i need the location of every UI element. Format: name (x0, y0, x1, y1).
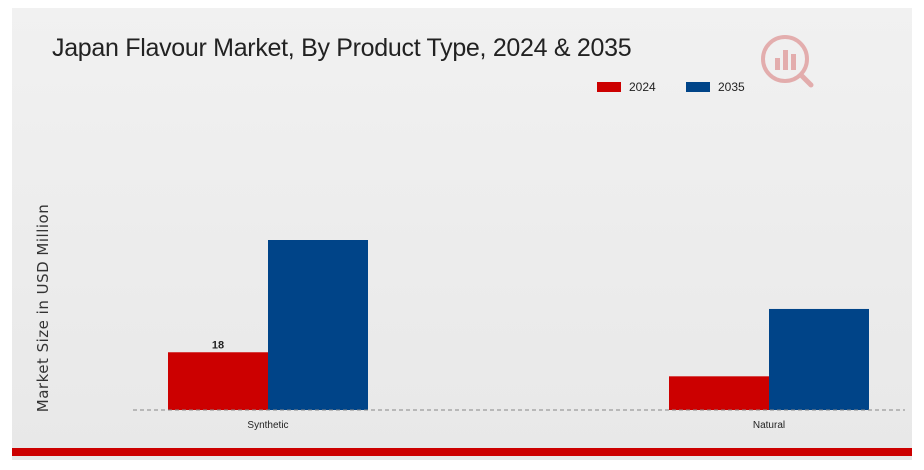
legend-swatch-2035 (686, 82, 710, 92)
data-label-2024-synthetic: 18 (212, 339, 224, 351)
chart-title: Japan Flavour Market, By Product Type, 2… (52, 34, 632, 62)
x-tick-label-natural: Natural (753, 420, 785, 431)
y-axis-label: Market Size in USD Million (34, 204, 52, 412)
bar-2024-synthetic (168, 352, 268, 410)
bar-2024-natural (669, 376, 769, 410)
bar-2035-natural (769, 308, 869, 410)
market-research-logo-icon (761, 35, 814, 88)
legend-swatch-2024 (597, 82, 621, 92)
bar-2035-synthetic (268, 240, 368, 410)
legend-label-2024: 2024 (629, 80, 656, 94)
footer-accent-bar (12, 448, 912, 456)
legend-label-2035: 2035 (718, 80, 745, 94)
x-tick-label-synthetic: Synthetic (247, 420, 288, 431)
